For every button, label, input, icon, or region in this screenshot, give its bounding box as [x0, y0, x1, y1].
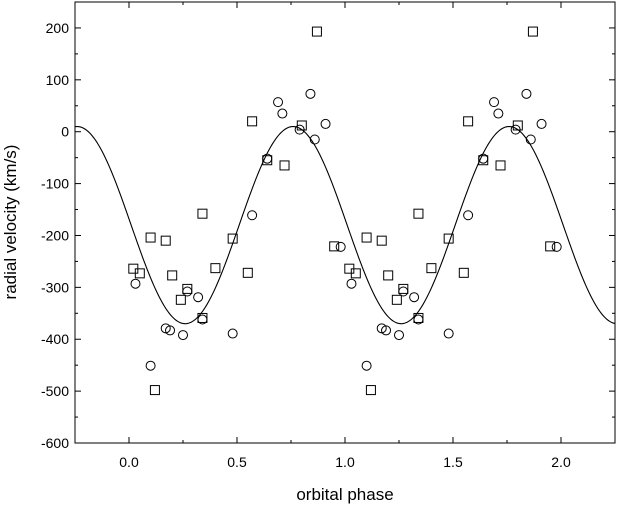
data-point-square — [443, 233, 454, 244]
data-point-circle — [361, 360, 372, 371]
data-point-square — [149, 385, 160, 396]
data-point-square — [383, 270, 394, 281]
data-point-square — [279, 160, 290, 171]
data-point-circle — [493, 108, 504, 119]
data-point-square — [376, 235, 387, 246]
data-point-square — [458, 267, 469, 278]
data-point-square — [134, 268, 145, 279]
data-point-circle — [277, 108, 288, 119]
data-point-circle — [536, 118, 547, 129]
data-point-circle — [521, 88, 532, 99]
y-tick-label: -400 — [41, 331, 69, 347]
x-tick-label: 1.5 — [443, 454, 463, 470]
data-point-square — [197, 208, 208, 219]
data-point-square — [329, 241, 340, 252]
data-point-circle — [273, 97, 284, 108]
data-point-circle — [398, 286, 409, 297]
data-point-square — [167, 270, 178, 281]
data-point-square — [311, 26, 322, 37]
data-point-circle — [409, 292, 420, 303]
data-point-circle — [309, 134, 320, 145]
x-tick-label: 0.0 — [119, 454, 139, 470]
data-point-circle — [443, 328, 454, 339]
data-point-square — [182, 283, 193, 294]
data-point-circle — [394, 330, 404, 341]
data-point-square — [495, 160, 506, 171]
data-point-square — [350, 268, 361, 279]
data-point-square — [527, 26, 538, 37]
data-point-square — [242, 267, 253, 278]
data-point-square — [227, 233, 238, 244]
data-point-circle — [305, 88, 316, 99]
data-point-square — [361, 232, 372, 243]
data-point-square — [413, 312, 424, 323]
data-point-circle — [178, 330, 188, 341]
data-point-circle — [346, 278, 357, 289]
data-point-square — [262, 155, 273, 166]
data-point-square — [478, 155, 489, 166]
data-point-circle — [130, 278, 141, 289]
data-point-circle — [335, 241, 346, 252]
y-tick-label: -500 — [41, 383, 69, 399]
data-point-circle — [165, 325, 176, 336]
x-tick-label: 2.0 — [551, 454, 571, 470]
data-point-square — [365, 385, 376, 396]
y-tick-label: -300 — [41, 279, 69, 295]
data-point-square — [145, 232, 156, 243]
y-tick-label: -100 — [41, 176, 69, 192]
data-point-square — [463, 116, 474, 127]
y-tick-label: 0 — [61, 124, 69, 140]
y-axis: -600 -500 -400 -300 -200 -100 0 100 200 — [41, 20, 615, 451]
x-tick-label: 1.0 — [335, 454, 355, 470]
data-point-square — [296, 120, 307, 131]
data-point-circle — [525, 134, 536, 145]
data-point-circle — [463, 210, 474, 221]
data-point-square — [175, 294, 186, 305]
data-point-square — [413, 208, 424, 219]
data-point-circle — [145, 360, 156, 371]
data-point-square — [398, 283, 409, 294]
y-tick-label: 100 — [46, 72, 70, 88]
x-tick-label: 0.5 — [227, 454, 247, 470]
data-point-square — [197, 312, 208, 323]
fit-curve — [74, 125, 616, 325]
data-point-circle — [182, 286, 193, 297]
data-point-circle — [320, 118, 331, 129]
x-axis-label: orbital phase — [296, 485, 393, 504]
data-point-circle — [381, 325, 392, 336]
data-points — [128, 26, 562, 396]
y-tick-label: 200 — [46, 20, 70, 36]
y-tick-label: -200 — [41, 227, 69, 243]
data-point-circle — [247, 210, 258, 221]
data-point-square — [512, 120, 523, 131]
data-point-circle — [227, 328, 238, 339]
data-point-square — [210, 263, 221, 274]
data-point-square — [247, 116, 258, 127]
data-point-circle — [489, 97, 500, 108]
data-point-circle — [193, 292, 204, 303]
data-point-square — [391, 294, 402, 305]
data-point-square — [160, 235, 171, 246]
x-axis: 0.0 0.5 1.0 1.5 2.0 — [74, 2, 616, 470]
data-point-circle — [551, 241, 562, 252]
data-point-square — [545, 241, 556, 252]
y-axis-label: radial velocity (km/s) — [1, 145, 20, 300]
data-point-square — [426, 263, 437, 274]
plot-frame — [74, 1, 616, 444]
y-tick-label: -600 — [41, 435, 69, 451]
